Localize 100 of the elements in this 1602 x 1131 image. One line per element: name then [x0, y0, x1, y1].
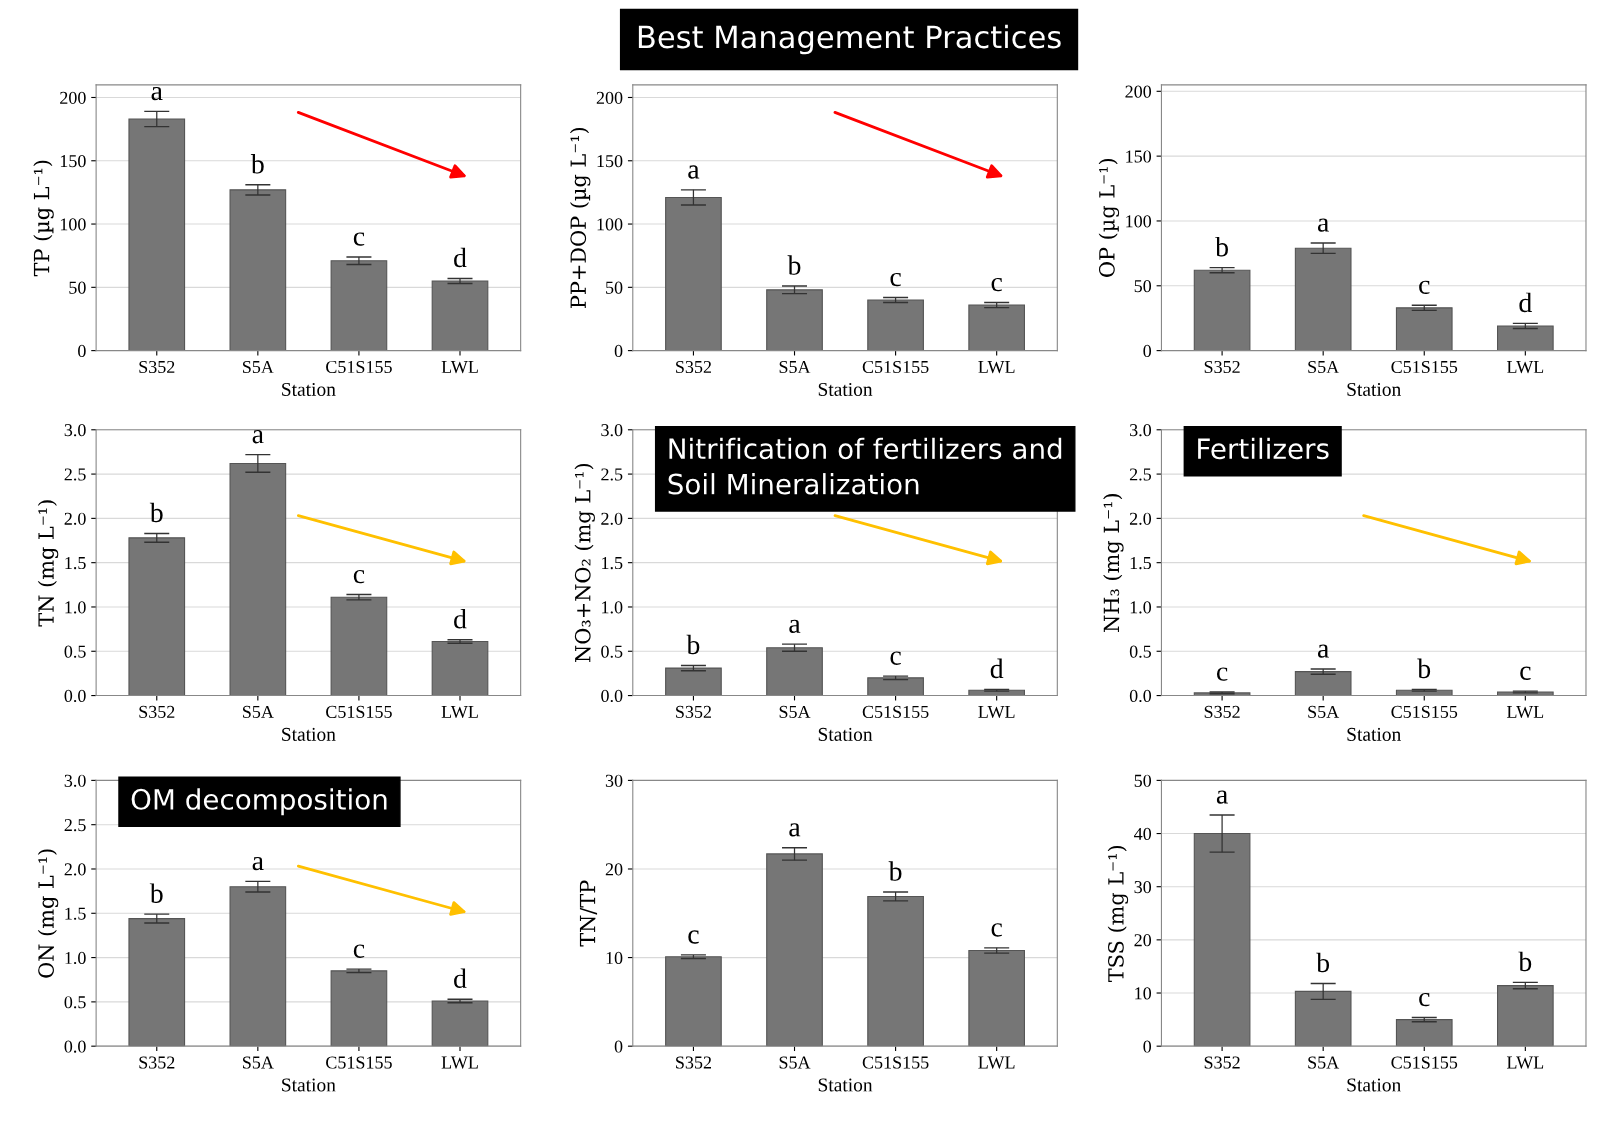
x-tick-label: S352 — [1204, 360, 1240, 374]
y-tick-label: 1.0 — [65, 601, 86, 614]
bar — [1294, 247, 1352, 351]
y-tick-label: 50 — [1134, 280, 1152, 293]
y-tick-label: 0 — [614, 344, 623, 358]
annotation: a — [151, 86, 163, 101]
y-axis-title: TN (mg L⁻¹) — [37, 500, 59, 627]
annotation: a — [1216, 790, 1228, 804]
bar — [665, 956, 722, 1047]
annotation: d — [454, 968, 467, 989]
x-tick-label: C51S155 — [1391, 1056, 1458, 1069]
x-tick-label: S352 — [139, 705, 175, 718]
y-tick-label: 10 — [606, 951, 623, 965]
y-tick-label: 200 — [1125, 85, 1152, 98]
annotation: c — [1520, 666, 1531, 680]
y-axis-title: TN/TP — [579, 880, 598, 947]
annotation: b — [1518, 951, 1532, 972]
y-tick-label: 0 — [1143, 1040, 1152, 1053]
x-tick-label: LWL — [978, 705, 1015, 719]
y-tick-label: 1.0 — [1130, 601, 1152, 614]
x-tick-label: C51S155 — [326, 1056, 392, 1069]
bar — [128, 118, 186, 351]
x-tick-label: S5A — [1308, 1056, 1340, 1069]
y-tick-label: 0.0 — [601, 689, 623, 703]
annotation: c — [353, 232, 365, 246]
y-tick-label: 20 — [1134, 934, 1152, 947]
x-tick-label: S352 — [676, 1056, 711, 1069]
x-tick-label: C51S155 — [862, 360, 929, 374]
y-tick-label: 1.0 — [602, 601, 623, 614]
bar — [665, 196, 722, 351]
x-tick-label: LWL — [1506, 361, 1544, 374]
bar — [229, 189, 287, 351]
x-tick-label: C51S155 — [1391, 360, 1458, 374]
bar — [431, 640, 489, 696]
y-axis-title: OP (µg L⁻¹) — [1098, 159, 1120, 277]
y-tick-label: 0.5 — [64, 645, 86, 658]
y-tick-label: 1.5 — [602, 557, 623, 570]
bar — [1193, 269, 1251, 351]
y-tick-label: 3.0 — [1130, 424, 1152, 437]
y-tick-label: 30 — [1134, 880, 1152, 894]
bar — [665, 667, 722, 696]
x-tick-label: LWL — [441, 705, 478, 719]
annotation: a — [789, 823, 801, 837]
annotation: d — [454, 247, 467, 268]
x-axis-title: Station — [818, 382, 873, 396]
bar — [330, 596, 388, 696]
x-axis-title: Station — [818, 727, 873, 741]
y-tick-label: 50 — [1134, 774, 1152, 787]
x-tick-label: C51S155 — [862, 705, 929, 718]
y-tick-label: 10 — [1135, 987, 1152, 1000]
annotation: b — [149, 883, 163, 903]
y-tick-label: 150 — [1126, 150, 1152, 163]
annotation: c — [353, 570, 365, 584]
annotation: c — [1216, 667, 1228, 681]
y-tick-label: 100 — [597, 218, 623, 231]
annotation: b — [250, 154, 264, 174]
y-axis-title: NH₃ (mg L⁻¹) — [1103, 494, 1124, 632]
y-tick-label: 200 — [596, 91, 623, 104]
x-tick-label: S352 — [139, 1056, 175, 1069]
y-tick-label: 100 — [60, 218, 86, 231]
y-tick-label: 2.0 — [1129, 512, 1152, 525]
annotation: c — [890, 272, 901, 287]
annotation: b — [1417, 658, 1431, 679]
annotation: c — [1419, 280, 1430, 295]
annotation: Fertilizers — [1198, 437, 1329, 460]
y-tick-label: 0.5 — [1129, 645, 1152, 658]
annotation: d — [1519, 292, 1532, 313]
bar — [867, 895, 924, 1047]
x-tick-label: S5A — [243, 705, 274, 718]
x-tick-label: C51S155 — [1391, 705, 1458, 718]
x-axis-title: Station — [1347, 1078, 1401, 1092]
y-tick-label: 0.0 — [1129, 689, 1152, 703]
bar — [229, 886, 287, 1047]
annotation: a — [1317, 218, 1329, 232]
y-tick-label: 3.0 — [64, 774, 86, 787]
bar — [330, 970, 388, 1047]
x-tick-label: LWL — [978, 361, 1015, 374]
y-tick-label: 50 — [69, 281, 86, 294]
bar — [1193, 832, 1251, 1047]
y-tick-label: 2.5 — [601, 468, 623, 481]
bar — [766, 647, 823, 696]
y-tick-label: 0.0 — [64, 689, 86, 703]
x-axis-title: Station — [1347, 727, 1401, 741]
y-tick-label: 3.0 — [64, 424, 86, 437]
annotation: c — [991, 277, 1002, 292]
bar — [968, 949, 1026, 1047]
y-tick-label: 2.0 — [64, 512, 86, 525]
x-tick-label: S352 — [1204, 1056, 1240, 1069]
y-tick-label: 0.5 — [601, 645, 623, 658]
bar — [766, 289, 823, 351]
y-tick-label: 100 — [1126, 215, 1152, 228]
bar — [766, 853, 823, 1047]
annotation: b — [1215, 236, 1228, 257]
x-tick-label: S5A — [243, 360, 274, 374]
y-tick-label: 0 — [614, 1040, 623, 1053]
y-tick-label: 50 — [606, 281, 623, 294]
annotation: d — [990, 658, 1004, 679]
y-tick-label: 150 — [597, 155, 623, 168]
y-axis-title: PP+DOP (µg L⁻¹) — [569, 127, 591, 308]
x-tick-label: C51S155 — [326, 360, 392, 374]
